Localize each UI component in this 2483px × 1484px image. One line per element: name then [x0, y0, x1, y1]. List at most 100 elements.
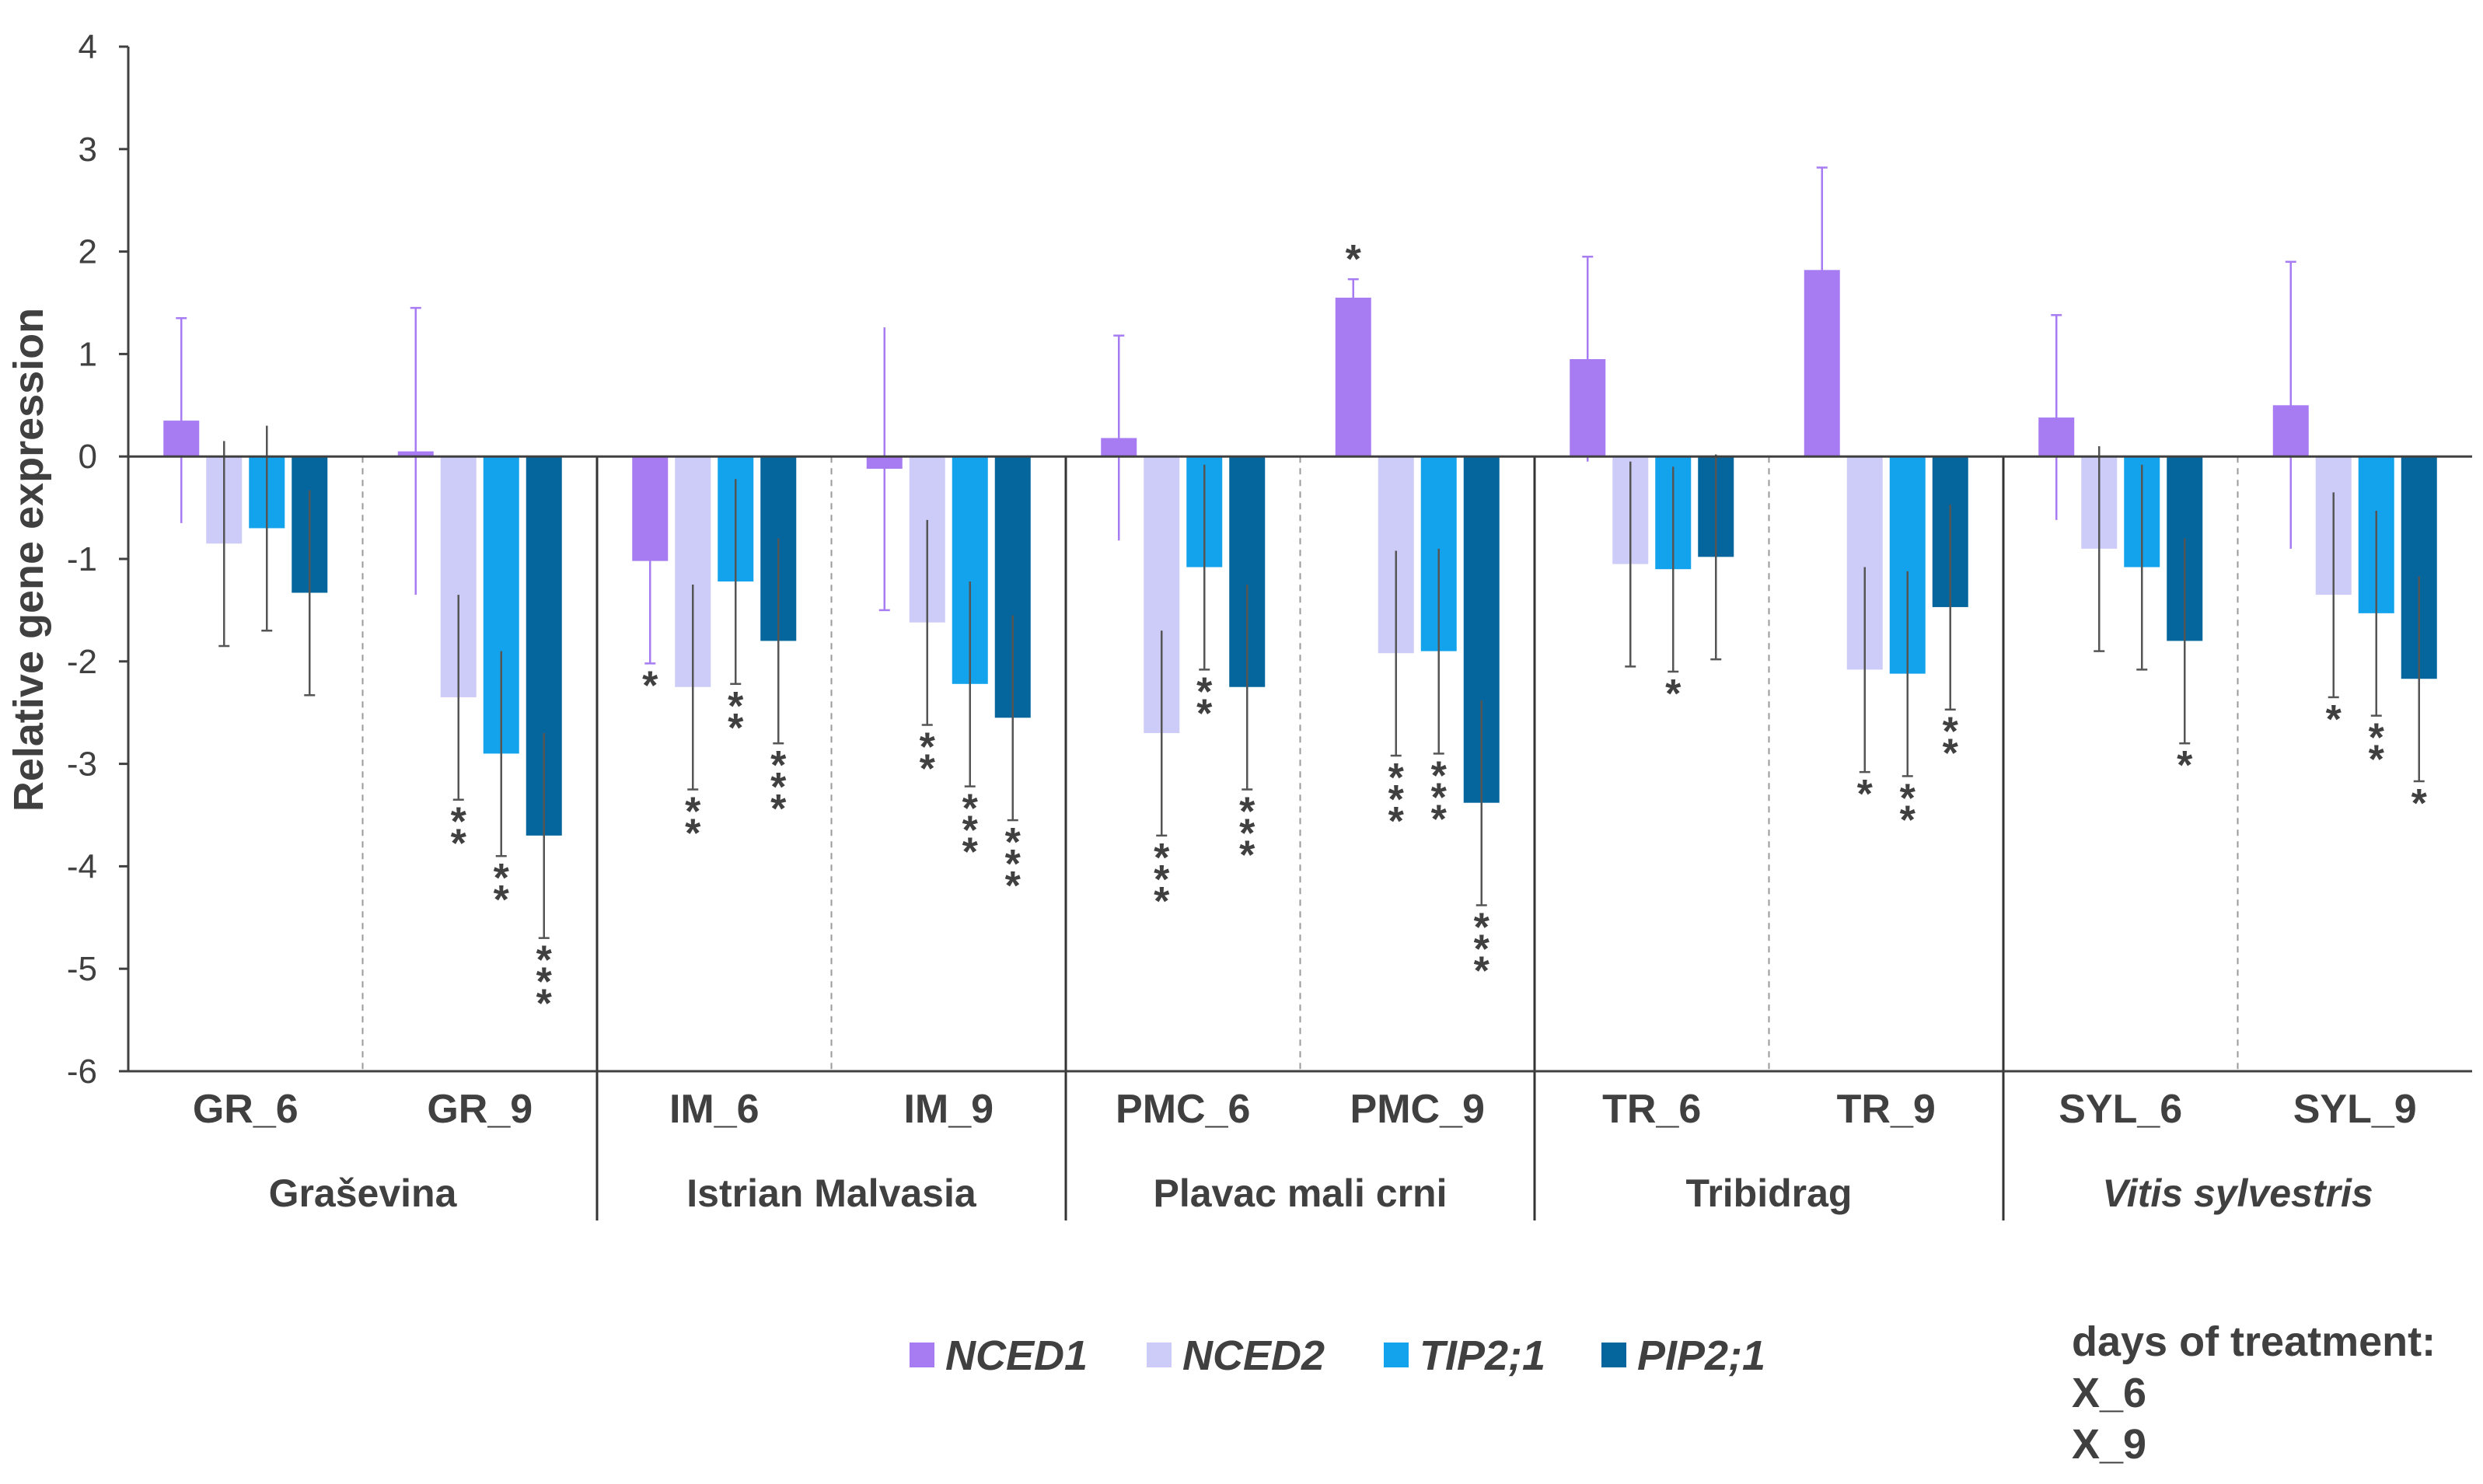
significance-star: * — [1388, 777, 1405, 822]
y-tick-label: 4 — [79, 28, 97, 66]
significance-star: * — [1005, 820, 1021, 865]
category-label: SYL_9 — [2293, 1087, 2417, 1132]
significance-star: * — [1857, 772, 1874, 817]
significance-star: * — [536, 960, 553, 1005]
significance-star: * — [1474, 905, 1490, 950]
significance-star: * — [494, 878, 510, 923]
significance-stars: ******************** ********************… — [451, 237, 2428, 1026]
significance-star: * — [1005, 864, 1021, 909]
significance-star: * — [536, 938, 553, 983]
bar-NCED1-PMC_9 — [1335, 297, 1371, 457]
legend-label: PIP2;1 — [1637, 1332, 1765, 1379]
significance-star: * — [920, 725, 936, 770]
significance-star: * — [1154, 836, 1170, 881]
significance-star: * — [2411, 781, 2428, 826]
group-label: Tribidrag — [1686, 1171, 1853, 1215]
significance-star: * — [1239, 790, 1255, 835]
significance-star: * — [536, 982, 553, 1027]
y-axis-label: Relative gene expression — [5, 308, 52, 812]
y-axis-ticks: 4 3 2 1 0 -1 -2 -3 -4 -5 -6 — [67, 28, 128, 1091]
legend: NCED1 NCED2 TIP2;1 PIP2;1 — [910, 1332, 1765, 1379]
group-separators — [361, 456, 2239, 1220]
legend-label: NCED1 — [945, 1332, 1088, 1379]
category-label: PMC_9 — [1350, 1087, 1485, 1132]
significance-star: * — [962, 830, 979, 875]
significance-star: * — [1154, 857, 1170, 903]
note-title: days of treatment: — [2072, 1318, 2436, 1365]
significance-star: * — [2369, 738, 2385, 783]
significance-star: * — [1196, 669, 1213, 714]
legend-label: TIP2;1 — [1420, 1332, 1545, 1379]
significance-star: * — [1388, 799, 1405, 844]
group-label: Istrian Malvasia — [686, 1171, 977, 1215]
significance-star: * — [1388, 756, 1405, 801]
significance-star: * — [962, 787, 979, 832]
significance-star: * — [1239, 812, 1255, 857]
significance-star: * — [451, 822, 467, 867]
legend-swatch — [1147, 1343, 1172, 1367]
significance-star: * — [1474, 948, 1490, 993]
legend-label: NCED2 — [1182, 1332, 1325, 1379]
note-line-x6: X_6 — [2072, 1370, 2146, 1416]
category-label: TR_6 — [1602, 1087, 1701, 1132]
category-label: PMC_6 — [1116, 1087, 1250, 1132]
category-labels: GR_6 GR_9 IM_6 IM_9 PMC_6 PMC_9 TR_6 TR_9 SYL_6 S… — [193, 1087, 2417, 1132]
significance-star: * — [920, 747, 936, 792]
significance-star: * — [1665, 672, 1682, 717]
treatment-note: days of treatment: X_6 X_9 — [2072, 1318, 2436, 1468]
y-tick-label: -6 — [67, 1053, 97, 1091]
group-label: Vitis sylvestris — [2102, 1171, 2373, 1215]
significance-star: * — [770, 765, 787, 810]
significance-star: * — [1005, 842, 1021, 887]
significance-star: * — [2177, 743, 2193, 788]
significance-star: * — [1474, 927, 1490, 972]
significance-star: * — [494, 856, 510, 901]
y-tick-label: -4 — [67, 847, 97, 885]
significance-star: * — [2369, 716, 2385, 761]
y-tick-label: 0 — [79, 438, 97, 476]
group-label: Graševina — [269, 1171, 458, 1215]
significance-star: * — [451, 800, 467, 845]
significance-star: * — [728, 684, 744, 729]
category-label: IM_9 — [903, 1087, 994, 1132]
y-tick-label: -1 — [67, 540, 97, 578]
significance-star: * — [685, 790, 701, 835]
significance-star: * — [1900, 776, 1916, 821]
significance-star: * — [685, 812, 701, 857]
group-label: Plavac mali crni — [1153, 1171, 1447, 1215]
legend-swatch — [910, 1343, 934, 1367]
significance-star: * — [728, 706, 744, 751]
legend-swatch — [1384, 1343, 1409, 1367]
note-line-x9: X_9 — [2072, 1421, 2146, 1468]
legend-swatch — [1601, 1343, 1626, 1367]
y-tick-label: -5 — [67, 950, 97, 988]
significance-star: * — [1346, 237, 1362, 282]
significance-star: * — [962, 808, 979, 854]
significance-star: * — [2326, 697, 2342, 742]
category-label: SYL_6 — [2059, 1087, 2182, 1132]
error-bars — [176, 166, 2425, 939]
significance-star: * — [1431, 753, 1448, 798]
significance-star: * — [1900, 798, 1916, 843]
category-label: GR_9 — [427, 1087, 533, 1132]
group-labels: Graševina Istrian Malvasia Plavac mali crn… — [269, 1171, 2373, 1215]
significance-star: * — [1431, 775, 1448, 820]
significance-star: * — [1431, 797, 1448, 842]
significance-star: * — [770, 743, 787, 788]
significance-star: * — [1943, 732, 1959, 777]
category-label: IM_6 — [669, 1087, 760, 1132]
category-label: GR_6 — [193, 1087, 299, 1132]
axes — [127, 47, 2472, 1073]
significance-star: * — [1943, 710, 1959, 755]
category-label: TR_9 — [1837, 1087, 1936, 1132]
significance-star: * — [1154, 879, 1170, 924]
significance-star: * — [770, 787, 787, 832]
significance-star: * — [642, 663, 658, 708]
y-tick-label: 1 — [79, 335, 97, 373]
y-tick-label: -3 — [67, 745, 97, 784]
y-tick-label: 3 — [79, 131, 97, 169]
significance-star: * — [1196, 691, 1213, 736]
significance-star: * — [1239, 833, 1255, 878]
y-tick-label: 2 — [79, 233, 97, 271]
